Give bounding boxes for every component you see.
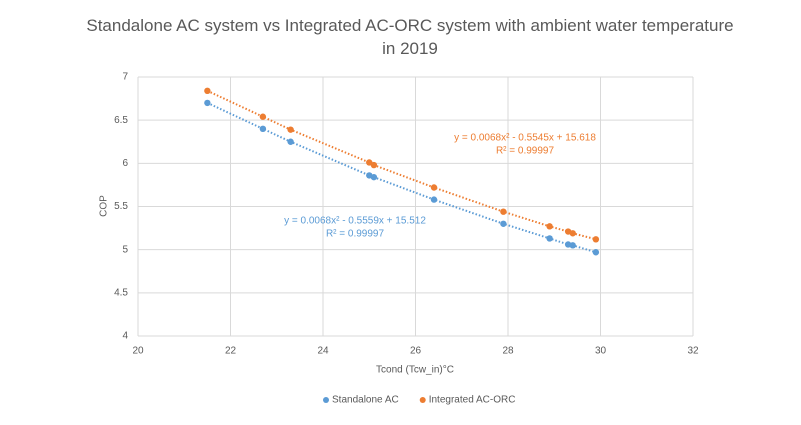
y-tick-label: 5.5: [114, 201, 128, 212]
data-point: [287, 138, 294, 145]
y-tick-label: 6: [122, 158, 128, 169]
y-tick-label: 4.5: [114, 287, 128, 298]
data-point: [500, 220, 507, 227]
trendline: [206, 101, 597, 254]
data-point: [546, 235, 553, 242]
data-point: [287, 126, 294, 133]
data-point: [204, 99, 211, 107]
x-tick-label: 26: [410, 346, 422, 357]
legend-marker: [419, 397, 426, 403]
data-point: [204, 87, 211, 95]
y-tick-label: 5: [122, 244, 128, 255]
data-point: [569, 230, 576, 237]
data-point: [259, 125, 267, 132]
chart-title: Standalone AC system vs Integrated AC-OR…: [86, 16, 734, 58]
x-axis-title: Tcond (Tcw_in)°C: [376, 365, 454, 376]
x-tick-label: 20: [132, 346, 144, 357]
y-tick-label: 4: [122, 331, 128, 342]
x-tick-label: 22: [225, 346, 237, 357]
data-point: [370, 173, 378, 181]
data-point: [569, 242, 576, 249]
x-tick-label: 24: [317, 346, 329, 357]
data-point: [430, 184, 438, 191]
data-point: [546, 223, 553, 230]
legend-marker: [323, 397, 329, 403]
y-tick-label: 6.5: [114, 115, 128, 126]
legend-label: Integrated AC-ORC: [429, 395, 516, 406]
trendline-r2: R² = 0.99997: [326, 229, 385, 240]
x-tick-label: 28: [502, 346, 514, 357]
legend-label: Standalone AC: [332, 395, 399, 406]
x-tick-label: 32: [687, 346, 699, 357]
y-axis-title: COP: [99, 195, 110, 217]
data-point: [430, 196, 438, 203]
data-point: [259, 113, 267, 120]
data-point: [500, 208, 507, 215]
trendline-r2: R² = 0.99997: [496, 146, 555, 157]
trendline-equation: y = 0.0068x² - 0.5559x + 15.512: [284, 216, 426, 227]
data-point: [370, 161, 378, 169]
x-tick-label: 30: [595, 346, 607, 357]
trendline-equation: y = 0.0068x² - 0.5545x + 15.618: [454, 133, 596, 144]
y-tick-label: 7: [122, 72, 128, 83]
data-point: [592, 249, 600, 256]
data-point: [592, 236, 600, 243]
